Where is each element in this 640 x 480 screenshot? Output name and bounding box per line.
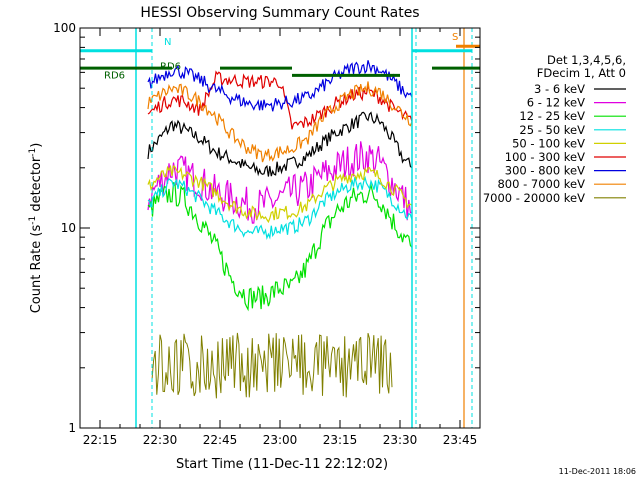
y-tick-label-2: 100 bbox=[53, 21, 76, 35]
series-line-7 bbox=[147, 81, 413, 163]
annotation-label-0: N bbox=[164, 37, 171, 48]
y-axis-label-main: Count Rate (s bbox=[29, 225, 44, 314]
series-line-3 bbox=[147, 175, 413, 241]
legend: Det 1,3,4,5,6, FDecim 1, Att 0 3 - 6 keV… bbox=[483, 53, 626, 205]
legend-label-1: 6 - 12 keV bbox=[527, 96, 585, 110]
legend-label-3: 25 - 50 keV bbox=[519, 123, 585, 137]
annotation-label-3: S bbox=[452, 32, 458, 43]
x-tick-label-3: 23:00 bbox=[263, 433, 298, 447]
x-axis: 22:15 22:30 22:45 23:00 23:15 23:30 23:45 bbox=[79, 28, 481, 447]
timestamp: 11-Dec-2011 18:06 bbox=[559, 467, 636, 476]
series-line-8 bbox=[151, 332, 393, 399]
legend-label-0: 3 - 6 keV bbox=[534, 82, 585, 96]
y-axis-label-close: ) bbox=[29, 143, 44, 148]
legend-label-7: 800 - 7000 keV bbox=[497, 177, 585, 191]
x-tick-label-2: 22:45 bbox=[203, 433, 238, 447]
y-axis-label: Count Rate (s-1 detector-1) bbox=[28, 143, 44, 314]
legend-label-6: 300 - 800 keV bbox=[505, 164, 585, 178]
series-line-6 bbox=[147, 60, 413, 112]
plot-area: N RD6 RD6 S bbox=[80, 28, 480, 428]
series-line-1 bbox=[147, 141, 413, 224]
y-axis: 1 10 100 bbox=[53, 21, 480, 435]
legend-label-2: 12 - 25 keV bbox=[519, 109, 585, 123]
x-tick-label-4: 23:15 bbox=[323, 433, 358, 447]
x-tick-label-6: 23:45 bbox=[443, 433, 478, 447]
annotation-label-1: RD6 bbox=[104, 70, 125, 81]
x-tick-label-5: 23:30 bbox=[383, 433, 418, 447]
x-tick-label-0: 22:15 bbox=[83, 433, 118, 447]
series-line-5 bbox=[147, 70, 413, 130]
legend-header-line-1: Det 1,3,4,5,6, bbox=[547, 53, 626, 67]
legend-label-5: 100 - 300 keV bbox=[505, 150, 585, 164]
series-line-2 bbox=[147, 181, 413, 312]
series-line-4 bbox=[147, 164, 413, 224]
x-axis-label: Start Time (11-Dec-11 22:12:02) bbox=[176, 457, 388, 472]
y-axis-label-tail: detector bbox=[29, 156, 44, 216]
y-axis-label-sup1: -1 bbox=[28, 216, 38, 225]
y-axis-label-sup2: -1 bbox=[28, 148, 38, 157]
y-tick-label-0: 1 bbox=[68, 421, 76, 435]
y-tick-label-1: 10 bbox=[61, 221, 76, 235]
x-tick-label-1: 22:30 bbox=[143, 433, 178, 447]
legend-label-4: 50 - 100 keV bbox=[512, 136, 585, 150]
legend-label-8: 7000 - 20000 keV bbox=[483, 191, 585, 205]
annotation-label-2: RD6 bbox=[160, 62, 181, 73]
chart-title: HESSI Observing Summary Count Rates bbox=[140, 5, 419, 21]
series-line-0 bbox=[147, 111, 413, 177]
legend-header-line-2: FDecim 1, Att 0 bbox=[537, 66, 626, 80]
